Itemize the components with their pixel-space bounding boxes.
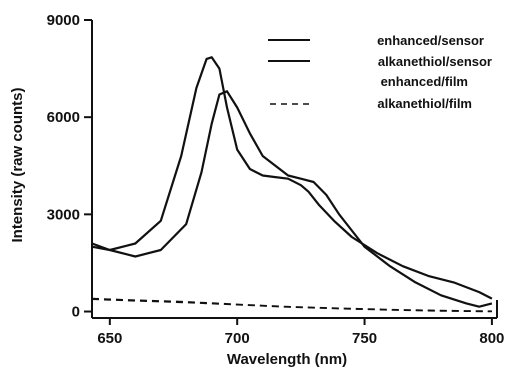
y-tick-label: 9000	[47, 12, 80, 29]
plot-frame	[91, 20, 498, 319]
x-tick-label: 750	[352, 330, 377, 347]
x-tick-label: 650	[97, 330, 122, 347]
y-tick-label: 0	[72, 304, 80, 321]
x-axis-label: Wavelength (nm)	[227, 351, 347, 368]
y-tick-label: 6000	[47, 109, 80, 126]
y-tick-label: 3000	[47, 206, 80, 223]
y-axis-label: Intensity (raw counts)	[9, 87, 26, 242]
legend-label-alkanethiol-sensor: alkanethiol/sensor	[378, 54, 492, 69]
legend: enhanced/sensor alkanethiol/sensor enhan…	[268, 33, 492, 111]
legend-label-alkanethiol-film: alkanethiol/film	[377, 96, 472, 111]
legend-label-enhanced-film: enhanced/film	[381, 74, 468, 89]
legend-label-enhanced-sensor: enhanced/sensor	[377, 33, 484, 48]
series-line-alkanethiol-film	[91, 298, 492, 313]
series-line-enhanced-film	[91, 297, 492, 312]
x-tick-label: 700	[225, 330, 250, 347]
series-layer	[91, 56, 493, 313]
series-line-enhanced-sensor	[91, 56, 493, 300]
series-line-alkanethiol-sensor	[91, 90, 493, 308]
tick-layer: 0 3000 6000 9000 650 700 750 800	[47, 12, 505, 347]
x-tick-label: 800	[479, 330, 504, 347]
